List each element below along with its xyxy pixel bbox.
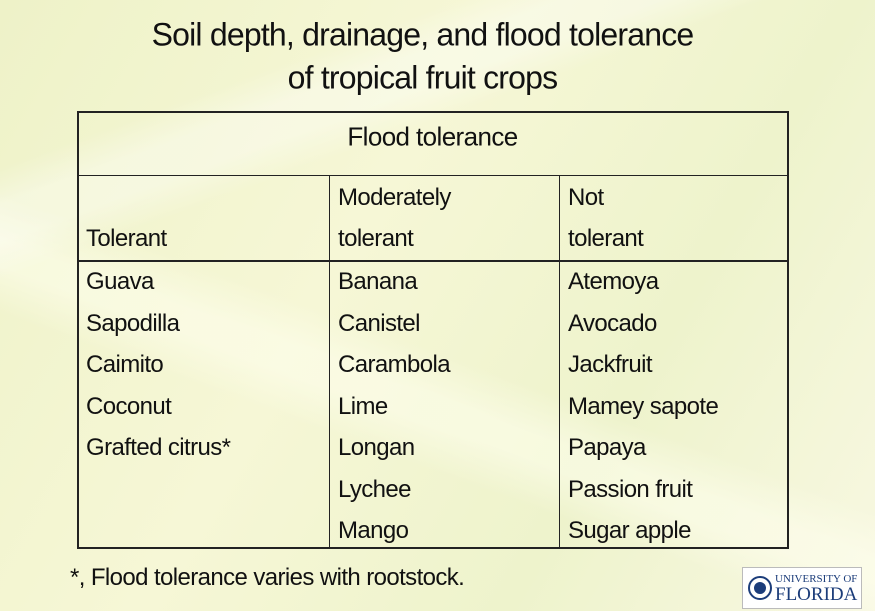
table-cell: Caimito bbox=[86, 351, 164, 378]
logo: UNIVERSITY OF FLORIDA bbox=[742, 567, 862, 609]
table-cell: Avocado bbox=[568, 309, 657, 337]
table-cell: Mango bbox=[338, 517, 409, 544]
footnote: *, Flood tolerance varies with rootstock… bbox=[70, 564, 465, 591]
table-cell: Passion fruit bbox=[568, 475, 693, 503]
column-header: Moderately bbox=[338, 184, 451, 211]
table-cell: Sapodilla bbox=[86, 309, 180, 337]
table-cell: Guava bbox=[86, 268, 154, 295]
table-cell: Mamey sapote bbox=[568, 392, 719, 420]
rule bbox=[79, 175, 789, 176]
table-cell: Carambola bbox=[338, 351, 451, 378]
rule bbox=[559, 175, 560, 549]
column-header: Tolerant bbox=[86, 225, 167, 252]
table-caption: Flood tolerance bbox=[347, 121, 518, 152]
table-cell: Lychee bbox=[338, 475, 412, 503]
title-line: Soil depth, drainage, and flood toleranc… bbox=[151, 16, 695, 53]
table-cell: Banana bbox=[338, 268, 418, 295]
table-cell: Coconut bbox=[86, 392, 172, 420]
table-cell: Canistel bbox=[338, 309, 421, 337]
rule bbox=[329, 175, 330, 549]
logo-text: UNIVERSITY OF bbox=[775, 573, 858, 585]
table-cell: Lime bbox=[338, 392, 388, 420]
column-header: tolerant bbox=[568, 225, 644, 252]
table-cell: Sugar apple bbox=[568, 517, 691, 544]
title-line: of tropical fruit crops bbox=[287, 59, 559, 96]
table-cell: Papaya bbox=[568, 434, 646, 461]
table-cell: Jackfruit bbox=[568, 351, 653, 378]
table-cell: Longan bbox=[338, 434, 415, 461]
column-header: tolerant bbox=[338, 225, 414, 252]
rule bbox=[79, 260, 789, 262]
seal bbox=[748, 576, 772, 600]
table-cell: Atemoya bbox=[568, 268, 659, 295]
column-header: Not bbox=[568, 184, 604, 211]
logo-text: FLORIDA bbox=[775, 584, 858, 605]
table-cell: Grafted citrus* bbox=[86, 434, 231, 461]
table bbox=[77, 111, 789, 549]
